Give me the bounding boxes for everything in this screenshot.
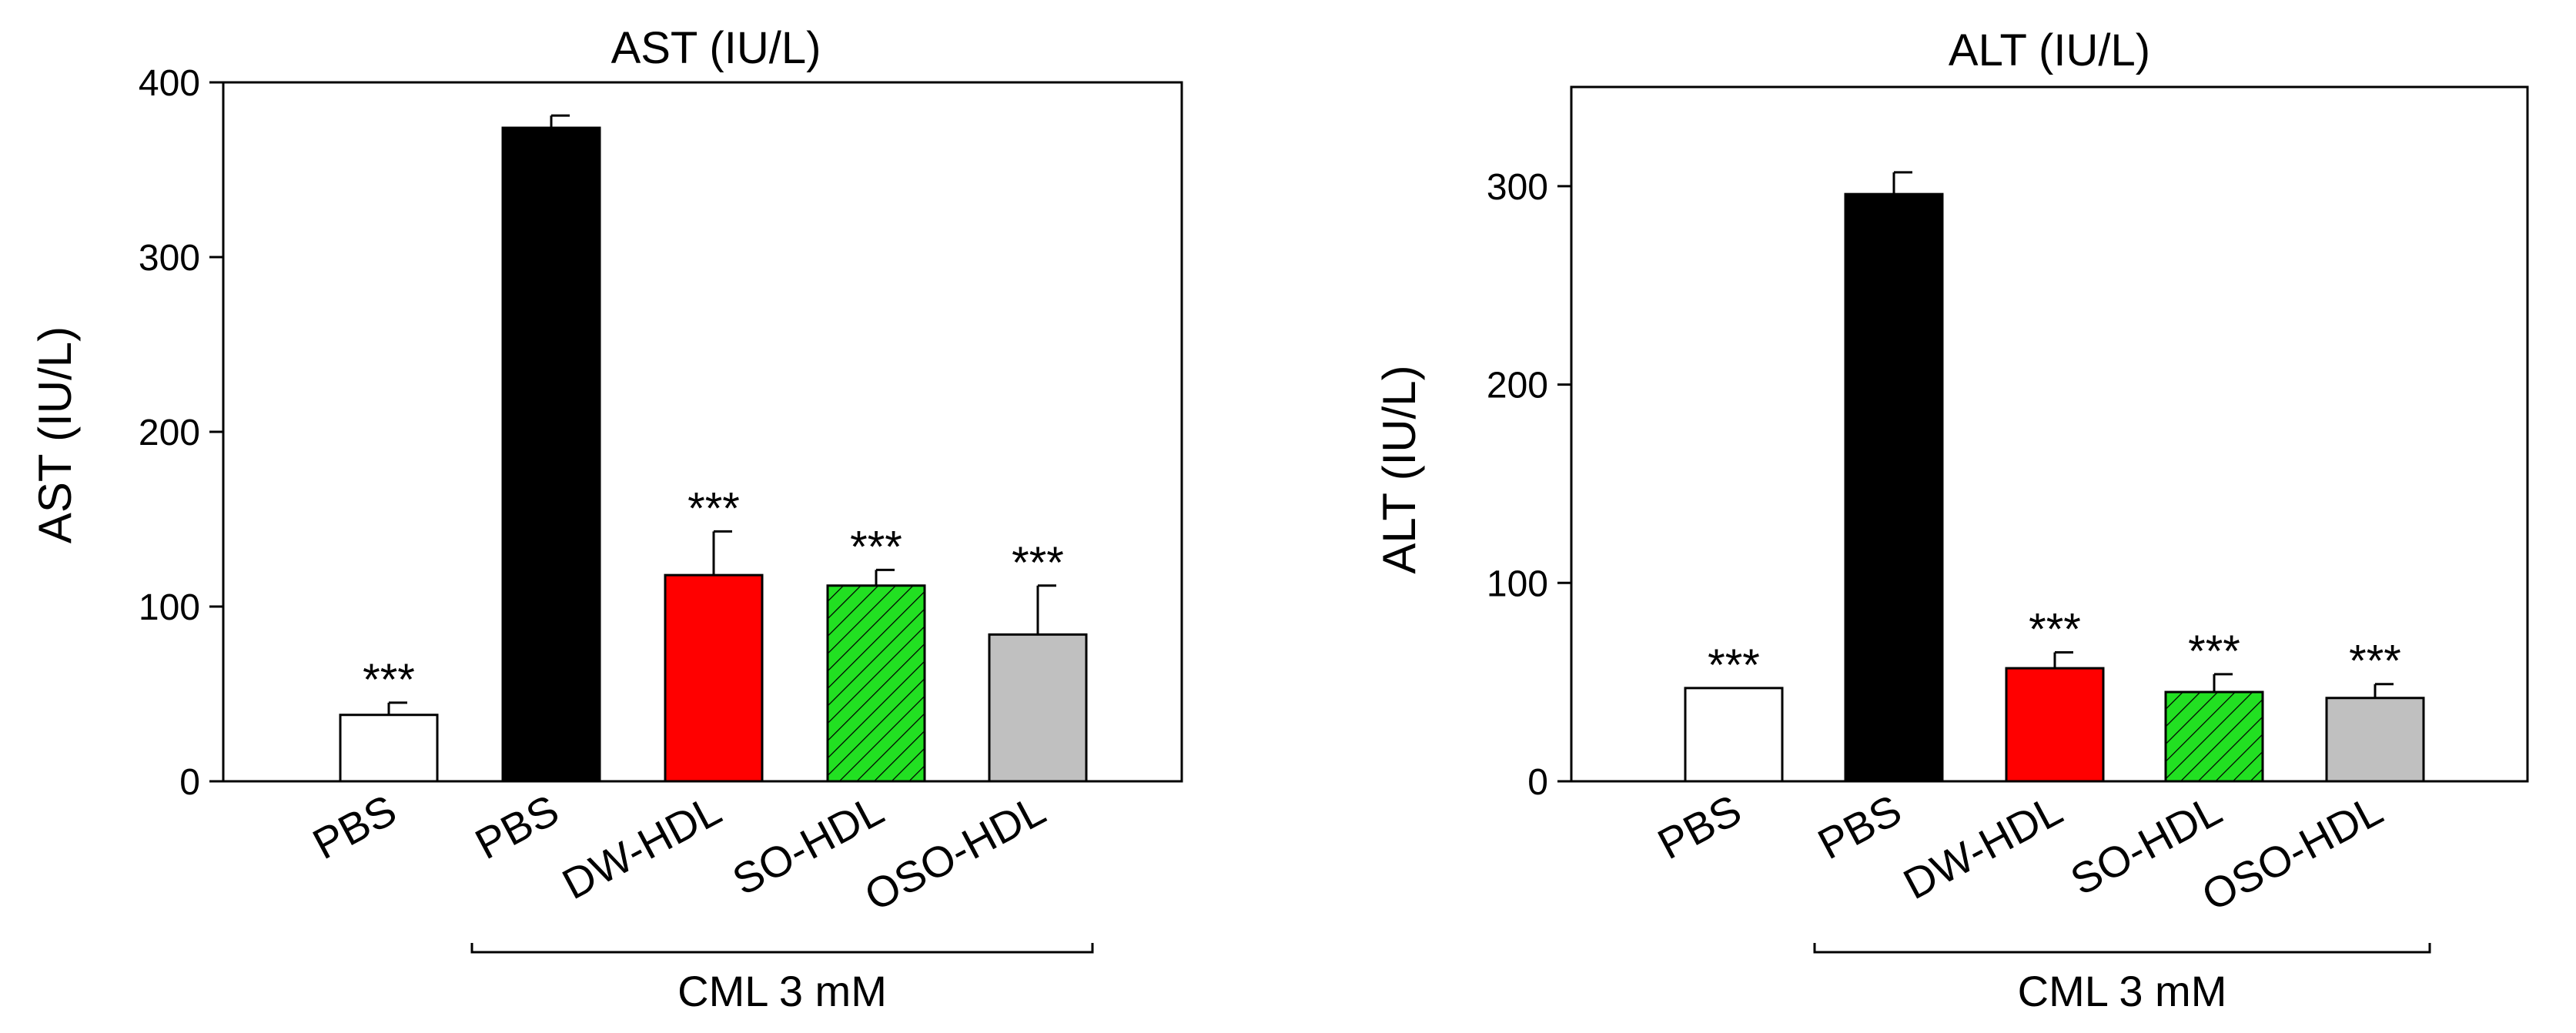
alt-significance-label-5: ***: [2349, 637, 2401, 687]
alt-chart-panel: ALT (IU/L) ALT (IU/L) 0 100 200 300 *** PBS PBS *…: [1373, 25, 2529, 1015]
ast-significance-label-5: ***: [1012, 538, 1064, 588]
ast-significance-label-3: ***: [687, 483, 740, 533]
ast-y-axis-label: AST (IU/L): [29, 326, 81, 543]
alt-y-axis-label: ALT (IU/L): [1373, 365, 1425, 573]
alt-chart-title: ALT (IU/L): [1949, 25, 2150, 75]
alt-treatment-bracket: [1813, 943, 2431, 954]
alt-y-tick-label: 0: [1527, 762, 1548, 803]
ast-category-label-3: DW-HDL: [554, 785, 728, 908]
alt-significance-label-1: ***: [1708, 640, 1760, 690]
ast-treatment-bracket: [470, 943, 1094, 954]
alt-y-tick-label: 200: [1487, 366, 1548, 406]
alt-category-label-1: PBS: [1650, 785, 1749, 868]
alt-significance-label-4: ***: [2188, 627, 2240, 677]
ast-category-label-2: PBS: [467, 785, 567, 868]
ast-chart-panel: AST (IU/L) AST (IU/L) 0 100 200 300 400 *** PBS P…: [29, 23, 1183, 1015]
alt-bar-5: [2325, 697, 2425, 783]
ast-y-tick-label: 100: [139, 587, 200, 628]
ast-y-tick-label: 0: [179, 762, 200, 803]
alt-bracket-label: CML 3 mM: [2018, 967, 2227, 1015]
alt-significance-label-3: ***: [2029, 604, 2081, 654]
alt-bar-2: [1844, 192, 1944, 783]
alt-y-tick-label: 100: [1487, 563, 1548, 604]
ast-bar-2: [501, 126, 601, 783]
alt-y-tick-label: 300: [1487, 167, 1548, 208]
ast-chart-title: AST (IU/L): [611, 23, 821, 73]
ast-bar-5: [988, 633, 1088, 783]
ast-y-tick-label: 400: [139, 63, 200, 104]
alt-bar-3: [2005, 667, 2105, 783]
alt-category-label-5: OSO-HDL: [2194, 785, 2390, 920]
ast-bracket-label: CML 3 mM: [677, 967, 887, 1015]
alt-category-label-3: DW-HDL: [1895, 785, 2069, 908]
ast-category-label-5: OSO-HDL: [857, 785, 1053, 920]
ast-y-tick-label: 300: [139, 238, 200, 279]
alt-category-label-2: PBS: [1810, 785, 1909, 868]
ast-bar-1: [339, 714, 439, 783]
ast-bar-3: [664, 573, 764, 783]
alt-bar-4: [2164, 690, 2264, 783]
ast-category-label-1: PBS: [305, 785, 404, 868]
ast-significance-label-1: ***: [363, 655, 415, 705]
alt-bar-1: [1684, 687, 1784, 783]
ast-y-tick-label: 200: [139, 413, 200, 453]
ast-bar-4: [826, 584, 926, 783]
ast-significance-label-4: ***: [850, 522, 902, 572]
